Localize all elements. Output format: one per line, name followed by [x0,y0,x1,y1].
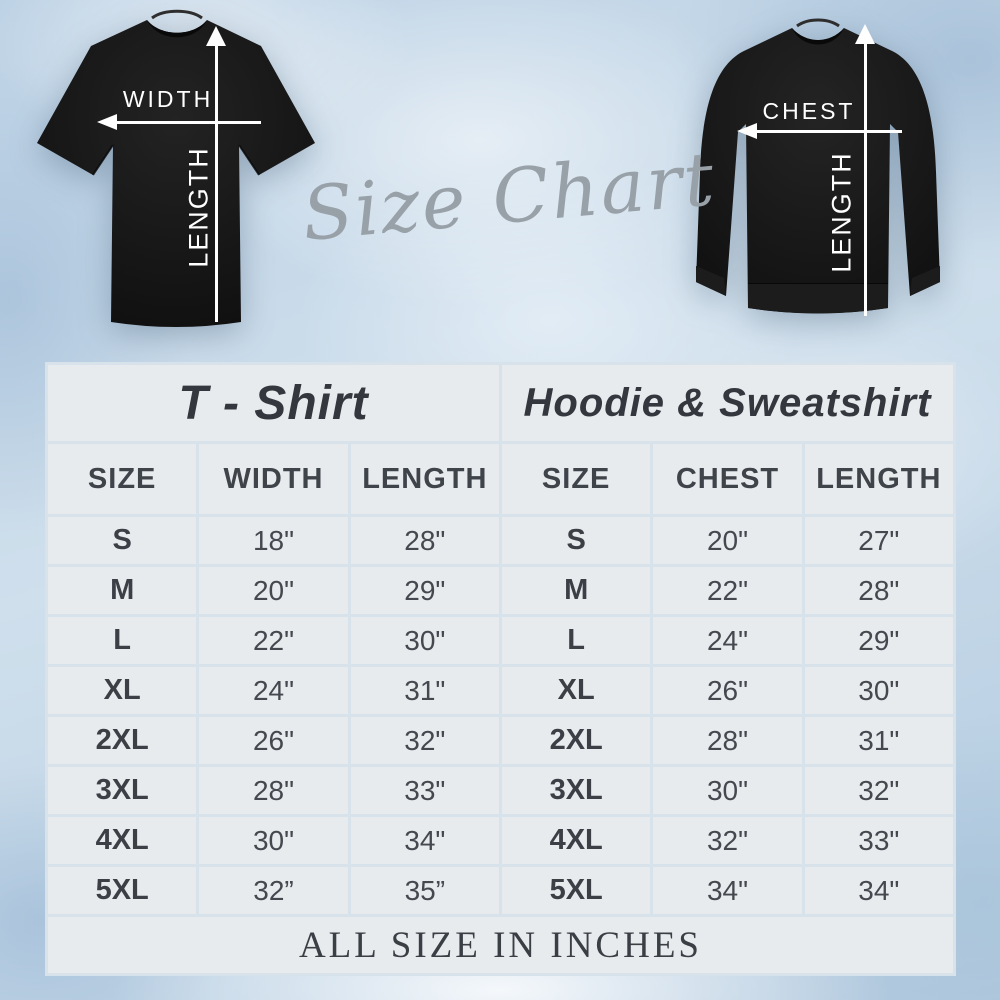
tshirt-length-arrow [215,32,218,322]
hoodie-chest-label: CHEST [762,98,856,124]
value-cell: 18" [199,517,348,564]
size-cell: M [501,567,651,614]
value-cell: 20" [199,567,348,614]
value-cell: 33" [804,817,953,864]
size-cell: S [48,517,197,564]
tshirt-image [37,9,315,327]
value-cell: 33" [350,767,499,814]
value-cell: 32" [653,817,802,864]
value-cell: 30" [804,667,953,714]
value-cell: 31" [350,667,499,714]
size-table: T - Shirt Hoodie & Sweatshirt SIZE WIDTH… [45,362,956,976]
value-cell: 30" [653,767,802,814]
value-cell: 32” [199,867,348,914]
tshirt-width-label: WIDTH [122,86,214,112]
hoodie-table-title: Hoodie & Sweatshirt [501,365,953,441]
size-cell: 2XL [48,717,197,764]
sweatshirt-image [696,18,940,314]
size-cell: XL [48,667,197,714]
value-cell: 28" [350,517,499,564]
size-cell: 4XL [501,817,651,864]
size-cell: 3XL [48,767,197,814]
size-cell: L [501,617,651,664]
value-cell: 35” [350,867,499,914]
hoodie-col-size: SIZE [501,444,651,514]
hoodie-length-label: LENGTH [826,151,857,273]
hoodie-col-chest: CHEST [653,444,802,514]
value-cell: 27" [804,517,953,564]
hoodie-chest-arrowhead-icon [737,123,757,139]
tshirt-length-label: LENGTH [183,146,214,268]
size-cell: S [501,517,651,564]
hoodie-length-arrow [864,30,867,316]
size-cell: 4XL [48,817,197,864]
tshirt-length-arrowhead-icon [206,26,226,46]
value-cell: 32" [804,767,953,814]
size-cell: XL [501,667,651,714]
value-cell: 34" [804,867,953,914]
value-cell: 22" [199,617,348,664]
value-cell: 28" [199,767,348,814]
value-cell: 26" [199,717,348,764]
value-cell: 31" [804,717,953,764]
value-cell: 30" [199,817,348,864]
value-cell: 28" [804,567,953,614]
tshirt-width-arrowhead-icon [97,114,117,130]
value-cell: 20" [653,517,802,564]
value-cell: 32" [350,717,499,764]
value-cell: 34" [653,867,802,914]
tshirt-col-size: SIZE [48,444,197,514]
size-cell: 2XL [501,717,651,764]
value-cell: 24" [199,667,348,714]
hoodie-chest-arrow [743,130,902,133]
hoodie-col-length: LENGTH [804,444,953,514]
value-cell: 30" [350,617,499,664]
size-cell: L [48,617,197,664]
size-cell: 3XL [501,767,651,814]
value-cell: 24" [653,617,802,664]
tshirt-width-arrow [103,121,261,124]
tshirt-table-title: T - Shirt [48,365,499,441]
value-cell: 29" [350,567,499,614]
tshirt-col-length: LENGTH [350,444,499,514]
size-cell: 5XL [501,867,651,914]
page-title: Size Chart [298,136,720,258]
size-cell: 5XL [48,867,197,914]
value-cell: 22" [653,567,802,614]
units-note: ALL SIZE IN INCHES [48,917,953,973]
value-cell: 34" [350,817,499,864]
value-cell: 28" [653,717,802,764]
tshirt-col-width: WIDTH [199,444,348,514]
hoodie-length-arrowhead-icon [855,24,875,44]
value-cell: 26" [653,667,802,714]
value-cell: 29" [804,617,953,664]
size-cell: M [48,567,197,614]
